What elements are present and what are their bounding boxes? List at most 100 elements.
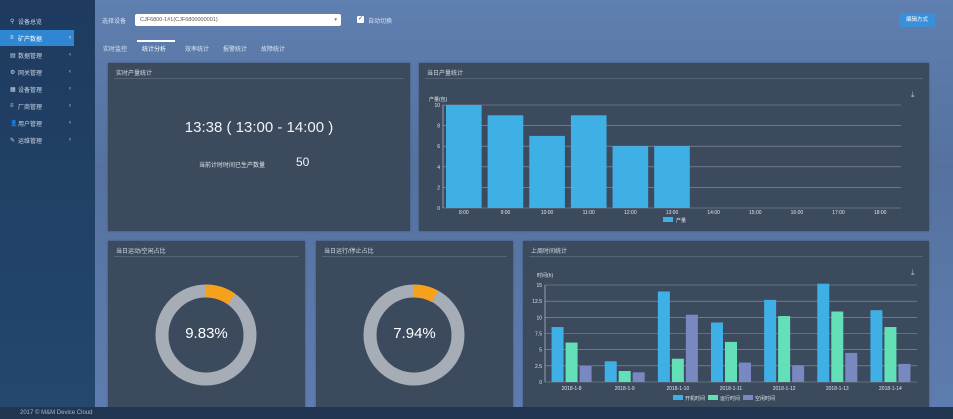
donut-percentage: 7.94% bbox=[393, 325, 436, 342]
bar-3 bbox=[898, 363, 911, 382]
sidebar: ⚲ 设备总览 ≡ 矿产数据 ‹ ▤ 数据管理 ‹ ⚙ 网关管理 ‹ ▦ 设备管理 ‹ ≡ 厂商管理 ‹ 👤 用户管理… bbox=[0, 0, 95, 419]
sidebar-item-2[interactable]: ▤ 数据管理 ‹ bbox=[0, 47, 95, 63]
bar bbox=[487, 115, 524, 208]
bar-1 bbox=[657, 291, 670, 382]
gear-icon: ⚙ bbox=[10, 69, 16, 76]
y-tick-label: 10 bbox=[434, 103, 440, 109]
divider bbox=[529, 256, 923, 257]
legend-label: 开机时间 bbox=[685, 395, 705, 402]
chevron-left-icon: ‹ bbox=[69, 35, 71, 41]
tab-faults[interactable]: 故障统计 bbox=[261, 47, 286, 53]
y-tick-label: 2 bbox=[437, 185, 440, 191]
divider bbox=[425, 78, 923, 79]
run-stop-donut bbox=[363, 284, 465, 386]
x-tick-label: 8:00 bbox=[459, 210, 469, 216]
x-tick-label: 16:00 bbox=[791, 210, 804, 216]
chevron-left-icon: ‹ bbox=[69, 137, 71, 143]
motion-idle-donut bbox=[155, 284, 257, 386]
download-icon: ⤓ bbox=[911, 268, 915, 277]
table-icon: ▤ bbox=[10, 52, 16, 59]
donut-segment bbox=[363, 284, 465, 386]
sidebar-item-5[interactable]: ≡ 厂商管理 ‹ bbox=[0, 98, 95, 114]
count-value: 50 bbox=[296, 155, 310, 169]
x-tick-label: 2018-1-14 bbox=[879, 386, 902, 392]
tab-bar: 实时监控 统计分析 效率统计 报警统计 故障统计 bbox=[95, 40, 953, 55]
sidebar-item-label: 数据管理 bbox=[18, 53, 43, 60]
x-tick-label: 14:00 bbox=[707, 210, 720, 216]
bar-3 bbox=[632, 372, 645, 382]
map-pin-icon: ⚲ bbox=[10, 18, 15, 25]
sidebar-item-label: 厂商管理 bbox=[18, 104, 43, 111]
action-button[interactable]: 编辑方式 bbox=[899, 13, 935, 27]
y-tick-label: 4 bbox=[437, 165, 440, 171]
divider bbox=[114, 78, 404, 79]
legend-label: 空闲时间 bbox=[755, 395, 775, 402]
daily-output-chart: 产量(包) ⤓ 0 2 4 6 8 10 8:00 9:00 10:00 11:00 12:00 13:0… bbox=[429, 90, 915, 224]
bar bbox=[570, 115, 607, 208]
bar-2 bbox=[618, 371, 631, 382]
count-label: 当前计时时间已生产数量 bbox=[199, 163, 266, 169]
x-tick-label: 18:00 bbox=[874, 210, 887, 216]
y-axis-label: 产量(包) bbox=[429, 96, 448, 103]
sidebar-item-label: 网关管理 bbox=[18, 70, 43, 77]
tab-efficiency[interactable]: 效率统计 bbox=[185, 47, 210, 53]
panel-title: 当日运动/空闲占比 bbox=[116, 249, 166, 255]
motion-idle-panel: 当日运动/空闲占比 9.83% bbox=[108, 241, 305, 411]
panel-title: 上周时间统计 bbox=[531, 249, 568, 255]
x-tick-label: 2018-1-10 bbox=[666, 386, 689, 392]
weekly-hours-chart: 时间(h) ⤓ 0 2.5 5 7.5 10 12.5 15 2018-1-8 2018-1-9 20… bbox=[532, 268, 917, 402]
panel-title: 实时产量统计 bbox=[116, 71, 153, 77]
legend-swatch bbox=[663, 217, 673, 222]
tab-alarms[interactable]: 报警统计 bbox=[223, 47, 248, 53]
legend-swatch bbox=[708, 395, 718, 400]
bar-2 bbox=[671, 358, 684, 382]
download-icon: ⤓ bbox=[911, 90, 915, 99]
sidebar-item-0[interactable]: ⚲ 设备总览 bbox=[0, 13, 95, 29]
y-tick-label: 5 bbox=[539, 348, 542, 354]
chevron-left-icon: ‹ bbox=[69, 86, 71, 92]
top-toolbar: 选择设备 CJF6800-1#1(CJF6800000001) ▾ ✓ 自动切换… bbox=[95, 10, 943, 32]
bar-2 bbox=[565, 342, 578, 382]
active-tab-indicator bbox=[137, 40, 175, 42]
sidebar-item-label: 设备总览 bbox=[18, 19, 43, 26]
bar-1 bbox=[764, 299, 777, 382]
sidebar-item-label: 设备管理 bbox=[18, 87, 43, 94]
device-select-label: 选择设备 bbox=[102, 19, 127, 25]
y-tick-label: 12.5 bbox=[532, 299, 542, 305]
device-select[interactable]: CJF6800-1#1(CJF6800000001) ▾ bbox=[135, 14, 341, 26]
bar-2 bbox=[725, 341, 737, 382]
bar-2 bbox=[831, 311, 844, 382]
sidebar-item-7[interactable]: ✎ 运维管理 ‹ bbox=[0, 132, 95, 148]
sidebar-item-3[interactable]: ⚙ 网关管理 ‹ bbox=[0, 64, 95, 80]
y-tick-label: 0 bbox=[437, 206, 440, 212]
y-tick-label: 10 bbox=[536, 315, 542, 321]
bar bbox=[612, 146, 649, 208]
auto-switch-checkbox[interactable]: ✓ bbox=[357, 16, 364, 23]
legend-label: 运行时间 bbox=[720, 395, 740, 402]
bar bbox=[654, 146, 690, 208]
y-tick-label: 0 bbox=[539, 380, 542, 386]
x-tick-label: 13:00 bbox=[666, 210, 679, 216]
grid-icon: ▦ bbox=[10, 86, 16, 93]
tab-statistics[interactable]: 统计分析 bbox=[142, 47, 167, 53]
bar bbox=[446, 105, 482, 208]
list-icon: ≡ bbox=[10, 103, 14, 109]
realtime-output-panel: 实时产量统计 13:38 ( 13:00 - 14:00 ) 当前计时时间已生产… bbox=[108, 63, 410, 231]
tab-realtime[interactable]: 实时监控 bbox=[103, 47, 128, 53]
bar-3 bbox=[685, 314, 698, 382]
x-tick-label: 2018-1-9 bbox=[615, 386, 635, 392]
x-tick-label: 17:00 bbox=[832, 210, 845, 216]
divider bbox=[114, 256, 299, 257]
x-tick-label: 15:00 bbox=[749, 210, 762, 216]
bar-1 bbox=[551, 327, 564, 382]
sidebar-item-1[interactable]: ≡ 矿产数据 ‹ bbox=[0, 30, 74, 46]
sidebar-item-4[interactable]: ▦ 设备管理 ‹ bbox=[0, 81, 95, 97]
sidebar-item-6[interactable]: 👤 用户管理 ‹ bbox=[0, 115, 95, 131]
bar-1 bbox=[604, 361, 617, 382]
bar-1 bbox=[711, 322, 723, 382]
donut-percentage: 9.83% bbox=[185, 325, 228, 342]
auto-switch-label: 自动切换 bbox=[368, 19, 393, 25]
legend-swatch bbox=[743, 395, 753, 400]
chevron-down-icon: ▾ bbox=[334, 17, 337, 23]
x-tick-label: 2018-1-11 bbox=[720, 386, 743, 392]
